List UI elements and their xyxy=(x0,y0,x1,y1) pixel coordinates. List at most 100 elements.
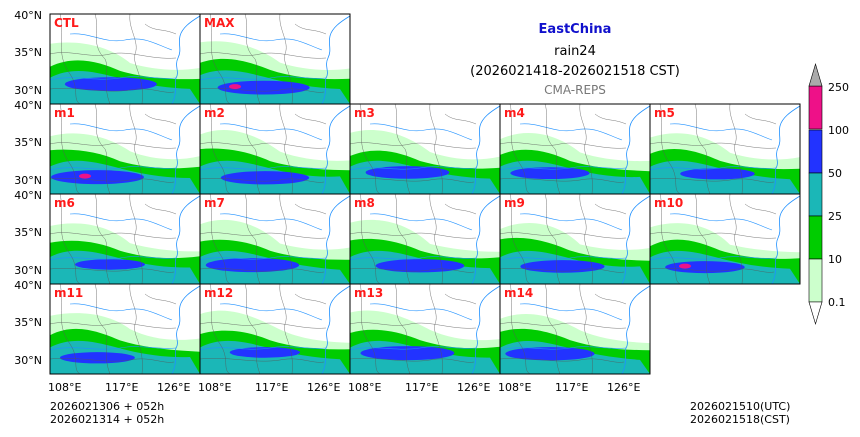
panel-label: m3 xyxy=(354,106,375,120)
latitude-tick-label: 35°N xyxy=(14,136,42,149)
panel-m7: m7 xyxy=(199,193,351,285)
province-border xyxy=(350,322,477,329)
panel-label: m2 xyxy=(204,106,225,120)
panel-label: m4 xyxy=(504,106,525,120)
yellow-river xyxy=(69,33,173,51)
province-border xyxy=(209,194,231,284)
province-border xyxy=(129,284,143,374)
longitude-tick-label: 126°E xyxy=(307,381,341,394)
yellow-river xyxy=(219,33,323,51)
yellow-river xyxy=(69,213,173,231)
yellow-river xyxy=(219,123,323,141)
colorbar-level-label: 10 xyxy=(828,253,842,266)
province-border xyxy=(350,232,477,239)
colorbar-top-arrow xyxy=(808,62,823,87)
coastline xyxy=(621,105,650,194)
province-border xyxy=(650,232,777,239)
latitude-tick-label: 40°N xyxy=(14,99,42,112)
colorbar-segment xyxy=(808,172,823,217)
yangtze-river xyxy=(500,166,627,171)
valid-time-cst: 2026021518(CST) xyxy=(690,413,790,426)
province-border xyxy=(579,194,593,284)
province-border xyxy=(59,104,81,194)
yangtze-river xyxy=(50,76,177,81)
longitude-tick-label: 108°E xyxy=(348,381,382,394)
province-border xyxy=(444,113,477,125)
province-border xyxy=(359,284,381,374)
panel-CTL: CTL xyxy=(49,13,201,105)
coastline xyxy=(471,195,500,284)
province-border xyxy=(200,88,325,93)
province-border xyxy=(50,88,175,93)
province-border xyxy=(500,142,627,149)
province-border xyxy=(500,358,625,363)
init-time-line2: 2026021314 + 052h xyxy=(50,413,165,426)
province-border xyxy=(94,104,111,194)
province-border xyxy=(200,142,327,149)
yangtze-river xyxy=(200,256,327,261)
yangtze-river xyxy=(200,166,327,171)
province-border xyxy=(544,284,561,374)
rain-core xyxy=(229,347,301,358)
panel-m6: m6 xyxy=(49,193,201,285)
yellow-river xyxy=(219,213,323,231)
province-border xyxy=(509,104,531,194)
panel-label: m11 xyxy=(54,286,83,300)
coastline xyxy=(471,285,500,374)
latitude-tick-label: 40°N xyxy=(14,279,42,292)
latitude-tick-label: 30°N xyxy=(14,264,42,277)
province-border xyxy=(544,194,561,284)
latitude-tick-label: 30°N xyxy=(14,84,42,97)
rain-extreme xyxy=(79,173,91,179)
province-border xyxy=(509,194,531,284)
yellow-river xyxy=(519,303,623,321)
rain-core xyxy=(510,167,590,180)
province-border xyxy=(294,203,327,215)
latitude-tick-label: 35°N xyxy=(14,316,42,329)
yellow-river xyxy=(219,303,323,321)
longitude-tick-label: 126°E xyxy=(607,381,641,394)
panel-label: m1 xyxy=(54,106,75,120)
province-border xyxy=(444,293,477,305)
colorbar-level-label: 50 xyxy=(828,167,842,180)
province-border xyxy=(200,268,325,273)
province-border xyxy=(294,293,327,305)
coastline xyxy=(171,105,200,194)
coastline xyxy=(471,105,500,194)
yangtze-river xyxy=(50,346,177,351)
colorbar-level-label: 0.1 xyxy=(828,296,846,309)
province-border xyxy=(350,178,475,183)
province-border xyxy=(500,232,627,239)
province-border xyxy=(50,268,175,273)
yellow-river xyxy=(369,213,473,231)
panel-m10: m10 xyxy=(649,193,801,285)
latitude-tick-label: 30°N xyxy=(14,354,42,367)
province-border xyxy=(50,142,177,149)
province-border xyxy=(509,284,531,374)
coastline xyxy=(321,195,350,284)
province-border xyxy=(694,194,711,284)
province-border xyxy=(279,14,293,104)
colorbar-level-label: 100 xyxy=(828,124,849,137)
panel-label: MAX xyxy=(204,16,235,30)
province-border xyxy=(444,203,477,215)
colorbar-segment xyxy=(808,85,823,130)
province-border xyxy=(59,284,81,374)
latitude-tick-label: 30°N xyxy=(14,174,42,187)
province-border xyxy=(744,203,777,215)
province-border xyxy=(500,268,625,273)
colorbar-bottom-arrow xyxy=(808,301,823,326)
coastline xyxy=(321,15,350,104)
province-border xyxy=(729,194,743,284)
rain-core xyxy=(59,352,135,364)
rain-core xyxy=(375,259,465,273)
map-title-region: EastChina xyxy=(538,22,612,37)
province-border xyxy=(279,284,293,374)
province-border xyxy=(50,232,177,239)
rain-core xyxy=(205,258,300,273)
panel-frame xyxy=(499,283,651,375)
yellow-river xyxy=(369,123,473,141)
yellow-river xyxy=(669,123,773,141)
coastline xyxy=(171,285,200,374)
